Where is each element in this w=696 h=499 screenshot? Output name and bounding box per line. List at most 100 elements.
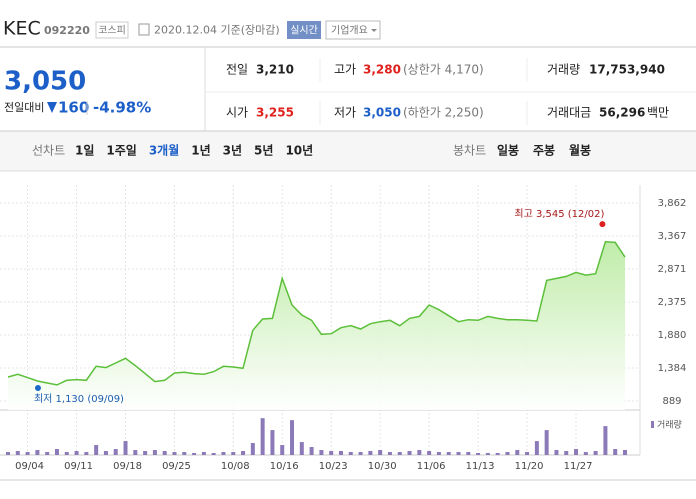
volume-bar	[45, 452, 50, 455]
legend-swatch	[651, 421, 654, 428]
low-marker	[34, 384, 41, 391]
volume-bar	[64, 452, 69, 455]
volume-bar	[397, 452, 402, 455]
volume-bar	[515, 450, 520, 455]
volume-bar	[583, 452, 588, 455]
period-tab[interactable]: 1일	[75, 144, 94, 158]
y-tick-label: 1,384	[658, 363, 687, 374]
x-tick-label: 09/18	[113, 461, 142, 472]
price-line	[7, 241, 626, 386]
volume-bar	[201, 452, 206, 455]
stat-value: 3,280	[363, 63, 401, 77]
period-tab[interactable]: 1주일	[106, 144, 136, 158]
period-tab[interactable]: 1년	[191, 144, 210, 158]
volume-bar	[123, 441, 128, 455]
volume-bar	[172, 452, 177, 455]
stat-value: 3,210	[256, 63, 294, 77]
x-tick-label: 11/20	[515, 461, 544, 472]
candle-tab[interactable]: 주봉	[533, 144, 555, 158]
change: 160	[58, 99, 89, 117]
volume-bar	[260, 418, 265, 455]
volume-bar	[152, 450, 157, 455]
volume-bar	[133, 450, 138, 455]
stat-unit: 백만	[647, 106, 669, 120]
y-tick-label: 3,862	[658, 198, 687, 209]
x-tick-label: 10/16	[270, 461, 299, 472]
volume-bar	[368, 451, 373, 455]
price-area	[8, 241, 625, 410]
realtime-badge: 실시간	[290, 25, 318, 37]
high-label: 최고 3,545 (12/02)	[514, 208, 604, 220]
period-tab[interactable]: 10년	[285, 144, 313, 158]
tab-label: 선차트	[32, 144, 65, 158]
period-tab[interactable]: 3개월	[149, 143, 179, 158]
company-button[interactable]	[325, 20, 381, 40]
volume-bar	[309, 447, 314, 455]
stat-label: 전일	[226, 63, 248, 77]
market-box	[95, 21, 129, 39]
volume-bar	[113, 449, 118, 455]
volume-bar	[94, 445, 99, 455]
dropdown-arrow	[371, 29, 377, 32]
volume-bar	[564, 451, 569, 455]
volume-bar	[534, 441, 539, 455]
x-tick-label: 10/08	[221, 461, 250, 472]
volume-bar	[329, 451, 334, 455]
volume-bar	[378, 450, 383, 455]
volume-bar	[417, 450, 422, 455]
volume-bar	[231, 452, 236, 455]
period-tab[interactable]: 3년	[223, 144, 242, 158]
stat-label: 시가	[226, 106, 248, 120]
volume-bar	[456, 452, 461, 455]
stat-value: 17,753,940	[589, 63, 665, 77]
volume-bar	[241, 451, 246, 455]
stat-sub: (상한가 4,170)	[403, 63, 484, 77]
company-label[interactable]: 기업개요	[331, 24, 368, 37]
y-tick-label: 2,871	[658, 264, 687, 275]
volume-bar	[436, 452, 441, 455]
volume-bar	[280, 445, 285, 455]
volume-bar	[250, 443, 255, 455]
stock-name: KEC	[3, 18, 41, 40]
volume-bar	[143, 451, 148, 455]
volume-bar	[74, 451, 79, 455]
stock-code: 092220	[44, 24, 90, 37]
volume-bar	[15, 451, 20, 455]
volume-bar	[54, 449, 59, 455]
candle-tab[interactable]: 일봉	[497, 144, 519, 158]
x-tick-label: 10/23	[319, 461, 348, 472]
volume-bar	[446, 452, 451, 455]
volume-bar	[338, 451, 343, 455]
volume-bar	[211, 453, 216, 455]
candle-tab[interactable]: 월봉	[569, 143, 591, 158]
tab-bar	[0, 131, 696, 171]
volume-bar	[290, 420, 295, 455]
tab-label: 봉차트	[453, 144, 486, 158]
stat-label: 저가	[334, 106, 356, 120]
volume-bar	[84, 452, 89, 455]
x-tick-label: 09/25	[162, 461, 191, 472]
volume-bar	[270, 430, 275, 455]
volume-bar	[554, 450, 559, 455]
market: 코스피	[98, 25, 126, 37]
volume-bar	[613, 449, 618, 455]
volume-bar	[466, 452, 471, 455]
period-tab[interactable]: 5년	[254, 144, 273, 158]
volume-bar	[162, 451, 167, 455]
volume-bar	[525, 452, 530, 455]
change-rate: -4.98%	[93, 99, 151, 117]
volume-bar	[221, 452, 226, 455]
stat-value: 3,255	[256, 106, 294, 120]
y-tick-label: 2,375	[658, 297, 687, 308]
volume-bar	[593, 451, 598, 455]
legend-label: 거래량	[657, 419, 682, 431]
y-tick-label: 3,367	[658, 231, 687, 242]
volume-bar	[544, 430, 549, 455]
down-icon	[47, 102, 57, 113]
volume-bar	[35, 450, 40, 455]
volume-bar	[485, 453, 490, 455]
volume-bar	[348, 452, 353, 455]
volume-bar	[192, 453, 197, 455]
x-tick-label: 10/30	[368, 461, 397, 472]
